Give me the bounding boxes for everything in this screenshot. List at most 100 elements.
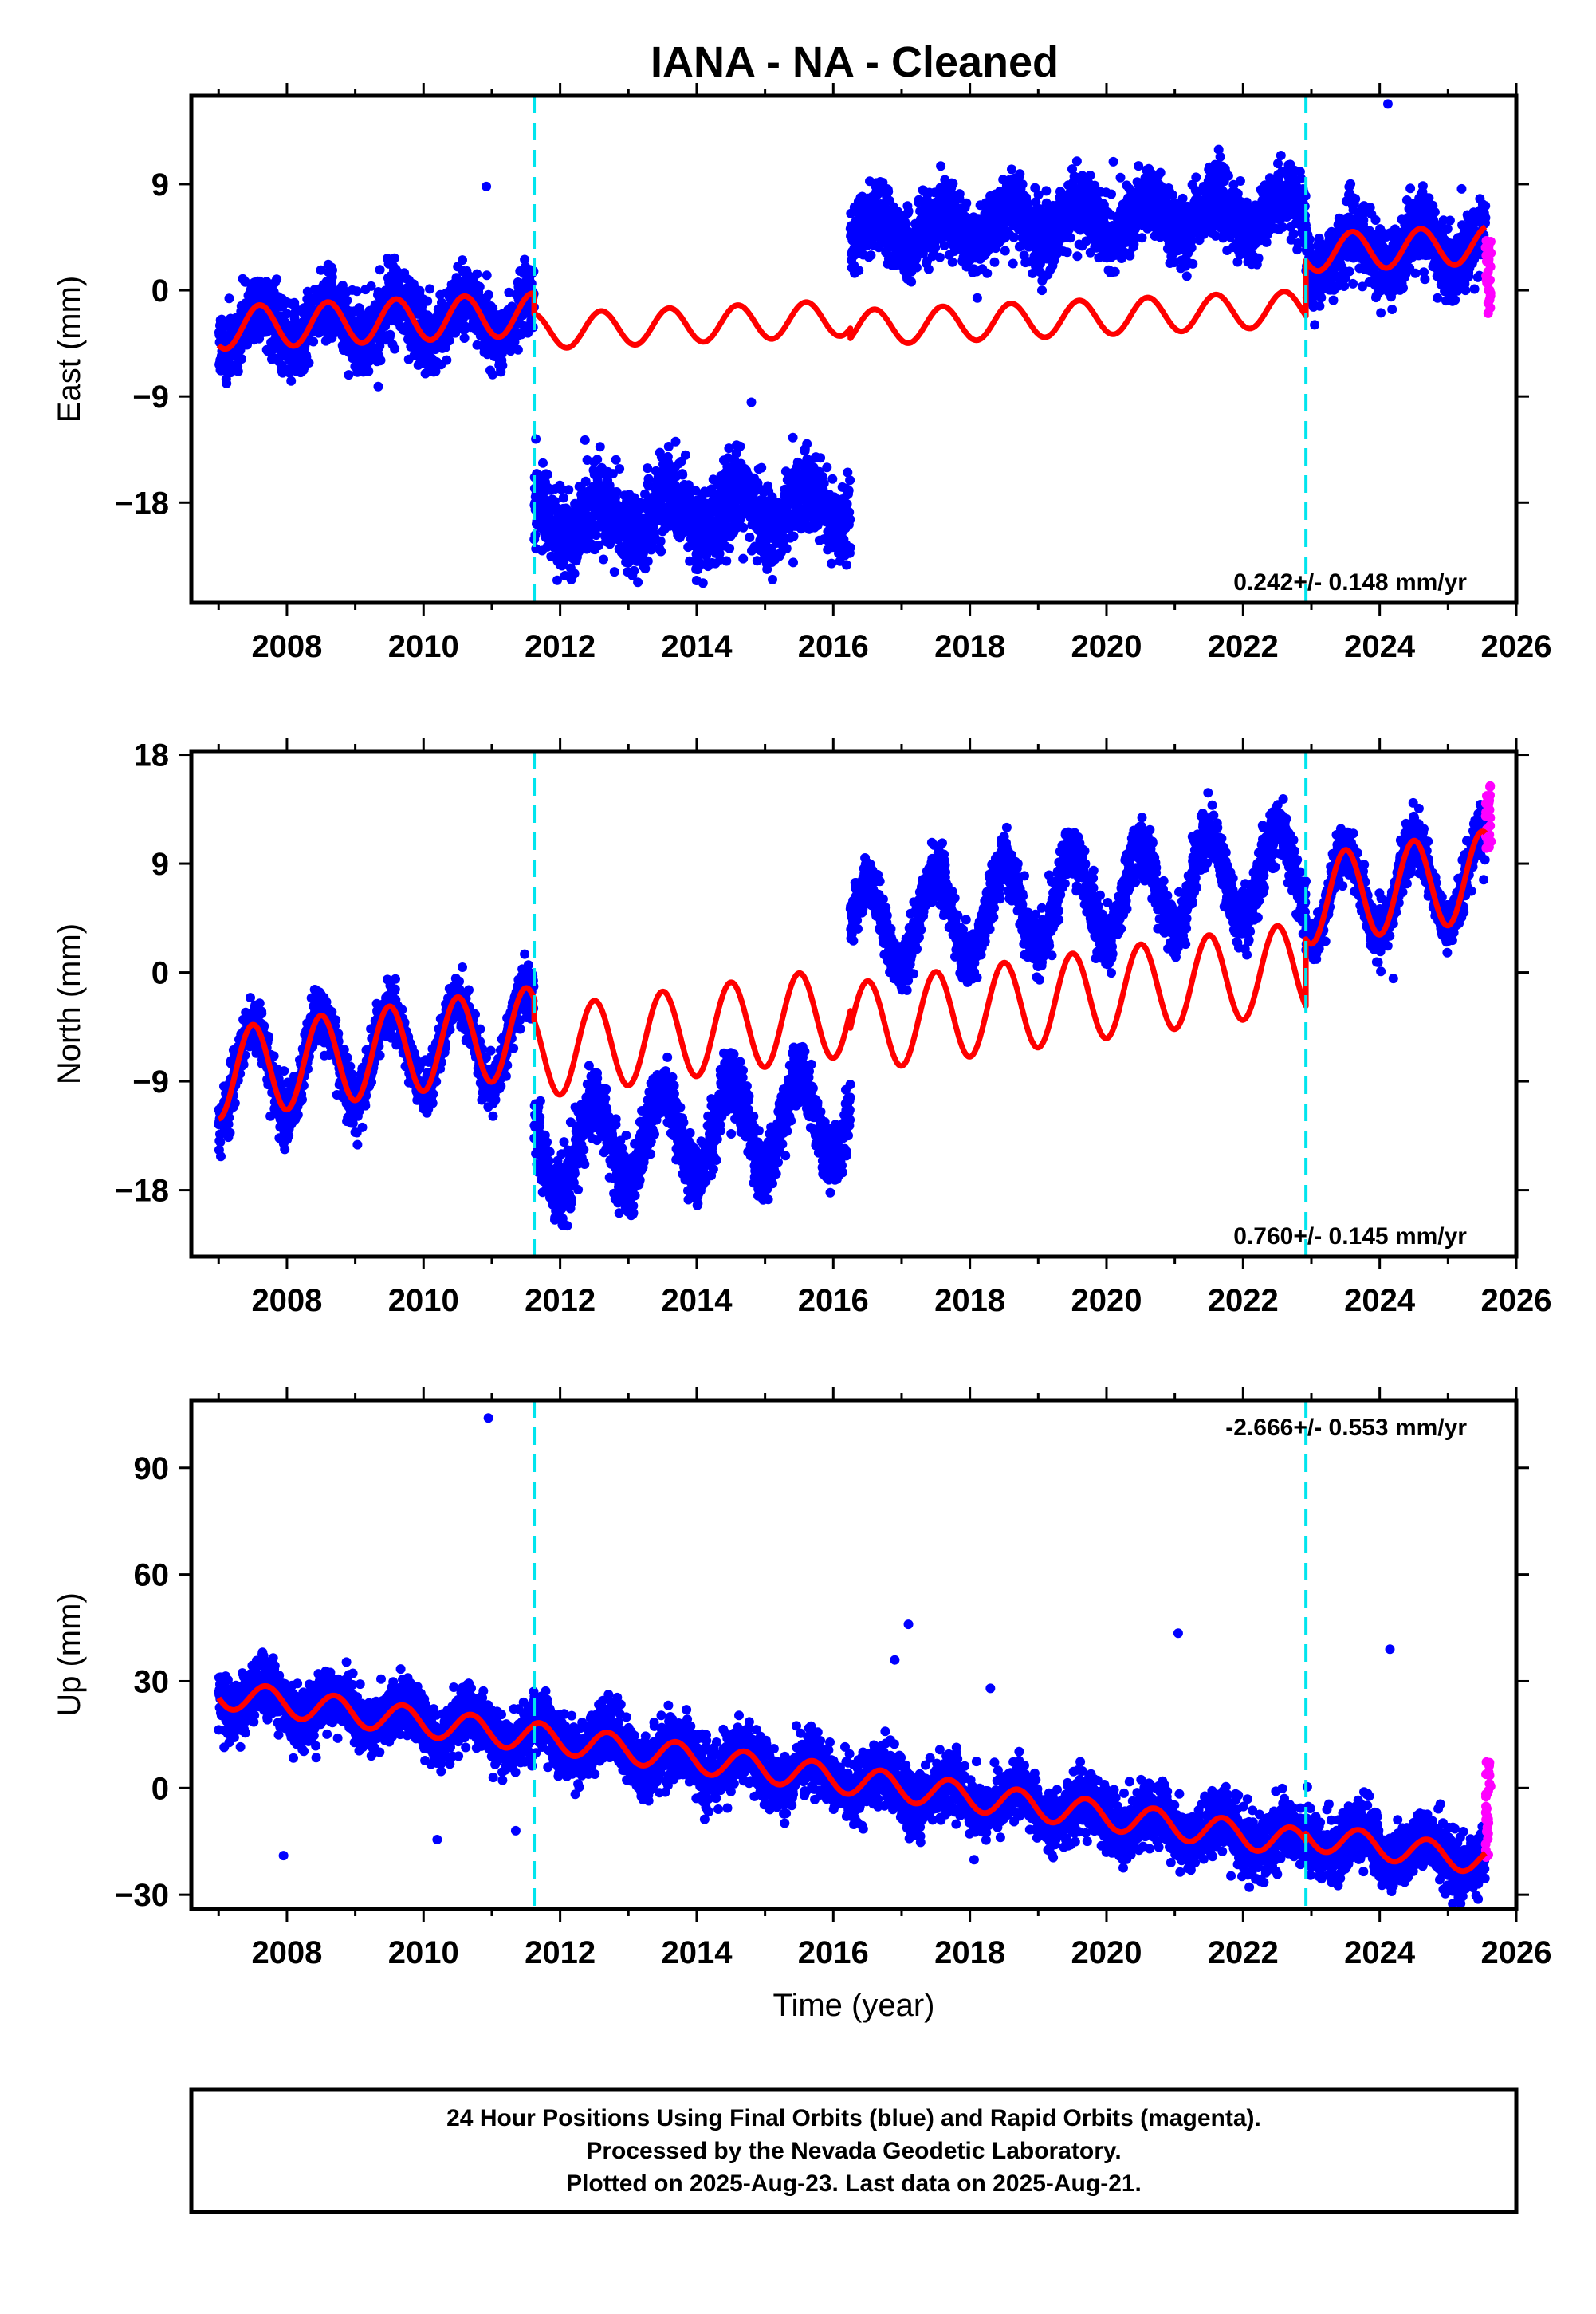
data-point — [883, 187, 894, 197]
data-point — [972, 293, 982, 303]
data-point — [415, 285, 425, 296]
data-point — [827, 558, 837, 569]
data-point — [316, 265, 326, 275]
data-point — [822, 462, 832, 473]
data-point — [1110, 266, 1120, 277]
data-point — [738, 553, 749, 564]
data-point — [1041, 186, 1052, 196]
data-point — [845, 475, 855, 486]
data-point — [845, 514, 855, 525]
data-point — [233, 366, 243, 376]
data-point — [816, 453, 826, 463]
data-point — [497, 360, 508, 371]
data-point — [939, 240, 949, 250]
data-point — [1008, 258, 1018, 269]
data-point — [366, 281, 376, 291]
data-point — [564, 485, 574, 495]
data-point — [1168, 190, 1177, 200]
data-point — [1062, 247, 1072, 258]
data-point — [375, 355, 386, 365]
data-point — [375, 265, 385, 275]
data-point — [752, 556, 762, 566]
data-point — [842, 499, 852, 510]
data-point — [284, 368, 294, 378]
data-point — [328, 265, 337, 275]
data-point — [738, 522, 749, 533]
data-point — [615, 464, 625, 474]
data-point — [819, 478, 829, 489]
data-point — [643, 463, 653, 474]
data-point — [1125, 250, 1135, 261]
data-point — [845, 542, 855, 553]
data-point — [459, 333, 470, 343]
data-point — [655, 536, 666, 546]
data-point — [558, 493, 568, 503]
data-point — [1072, 251, 1083, 262]
data-point — [444, 336, 454, 346]
east-panel: 2008 2010 2012 2014 2016 2018 2020 2022 2024 2026… — [52, 83, 1551, 664]
data-point — [1017, 179, 1028, 190]
data-point — [989, 257, 1000, 267]
data-point — [595, 442, 605, 452]
final-orbit-points — [214, 99, 1491, 588]
data-point — [483, 289, 493, 300]
data-point — [385, 329, 395, 340]
data-point — [629, 565, 639, 576]
data-point — [222, 378, 232, 388]
data-point — [342, 295, 352, 305]
data-point — [757, 462, 767, 473]
data-point — [656, 546, 666, 557]
data-point — [1085, 171, 1095, 180]
data-point — [930, 242, 941, 253]
data-point — [827, 474, 838, 484]
data-point — [304, 358, 314, 368]
data-point — [781, 543, 792, 553]
data-point — [947, 257, 957, 267]
data-point — [745, 533, 755, 542]
data-point — [768, 574, 777, 584]
data-point — [1015, 169, 1025, 179]
data-point — [1137, 233, 1147, 243]
data-point — [923, 264, 934, 274]
data-point — [364, 366, 374, 376]
data-point — [488, 369, 497, 380]
data-point — [788, 557, 798, 568]
data-point — [389, 253, 399, 263]
data-point — [982, 268, 993, 278]
data-point — [1008, 232, 1019, 242]
data-point — [735, 441, 745, 451]
data-point — [569, 569, 580, 579]
data-point — [643, 556, 653, 566]
data-point — [591, 530, 601, 541]
data-point — [580, 435, 590, 445]
data-point — [1115, 172, 1126, 183]
data-point — [788, 531, 799, 541]
data-point — [670, 436, 681, 447]
data-point — [961, 198, 972, 208]
data-point — [1155, 167, 1166, 178]
data-point — [611, 455, 621, 465]
data-point — [1000, 246, 1010, 256]
data-point — [725, 543, 735, 553]
data-point — [1065, 233, 1075, 243]
data-point — [802, 439, 812, 449]
data-point — [390, 344, 400, 354]
data-point — [841, 560, 851, 570]
data-point — [866, 250, 876, 261]
data-point — [224, 293, 234, 304]
data-point — [911, 262, 922, 273]
data-point — [504, 287, 514, 297]
data-point — [237, 354, 246, 364]
data-point — [633, 577, 643, 588]
data-point — [423, 296, 433, 306]
data-point — [309, 336, 319, 347]
plot-area — [214, 99, 1496, 588]
data-point — [458, 255, 467, 266]
data-point — [472, 269, 482, 279]
data-point — [542, 470, 552, 480]
data-point — [375, 341, 385, 351]
data-point — [344, 370, 354, 380]
data-point — [1037, 285, 1047, 296]
data-point — [678, 470, 688, 480]
data-point — [948, 179, 958, 189]
